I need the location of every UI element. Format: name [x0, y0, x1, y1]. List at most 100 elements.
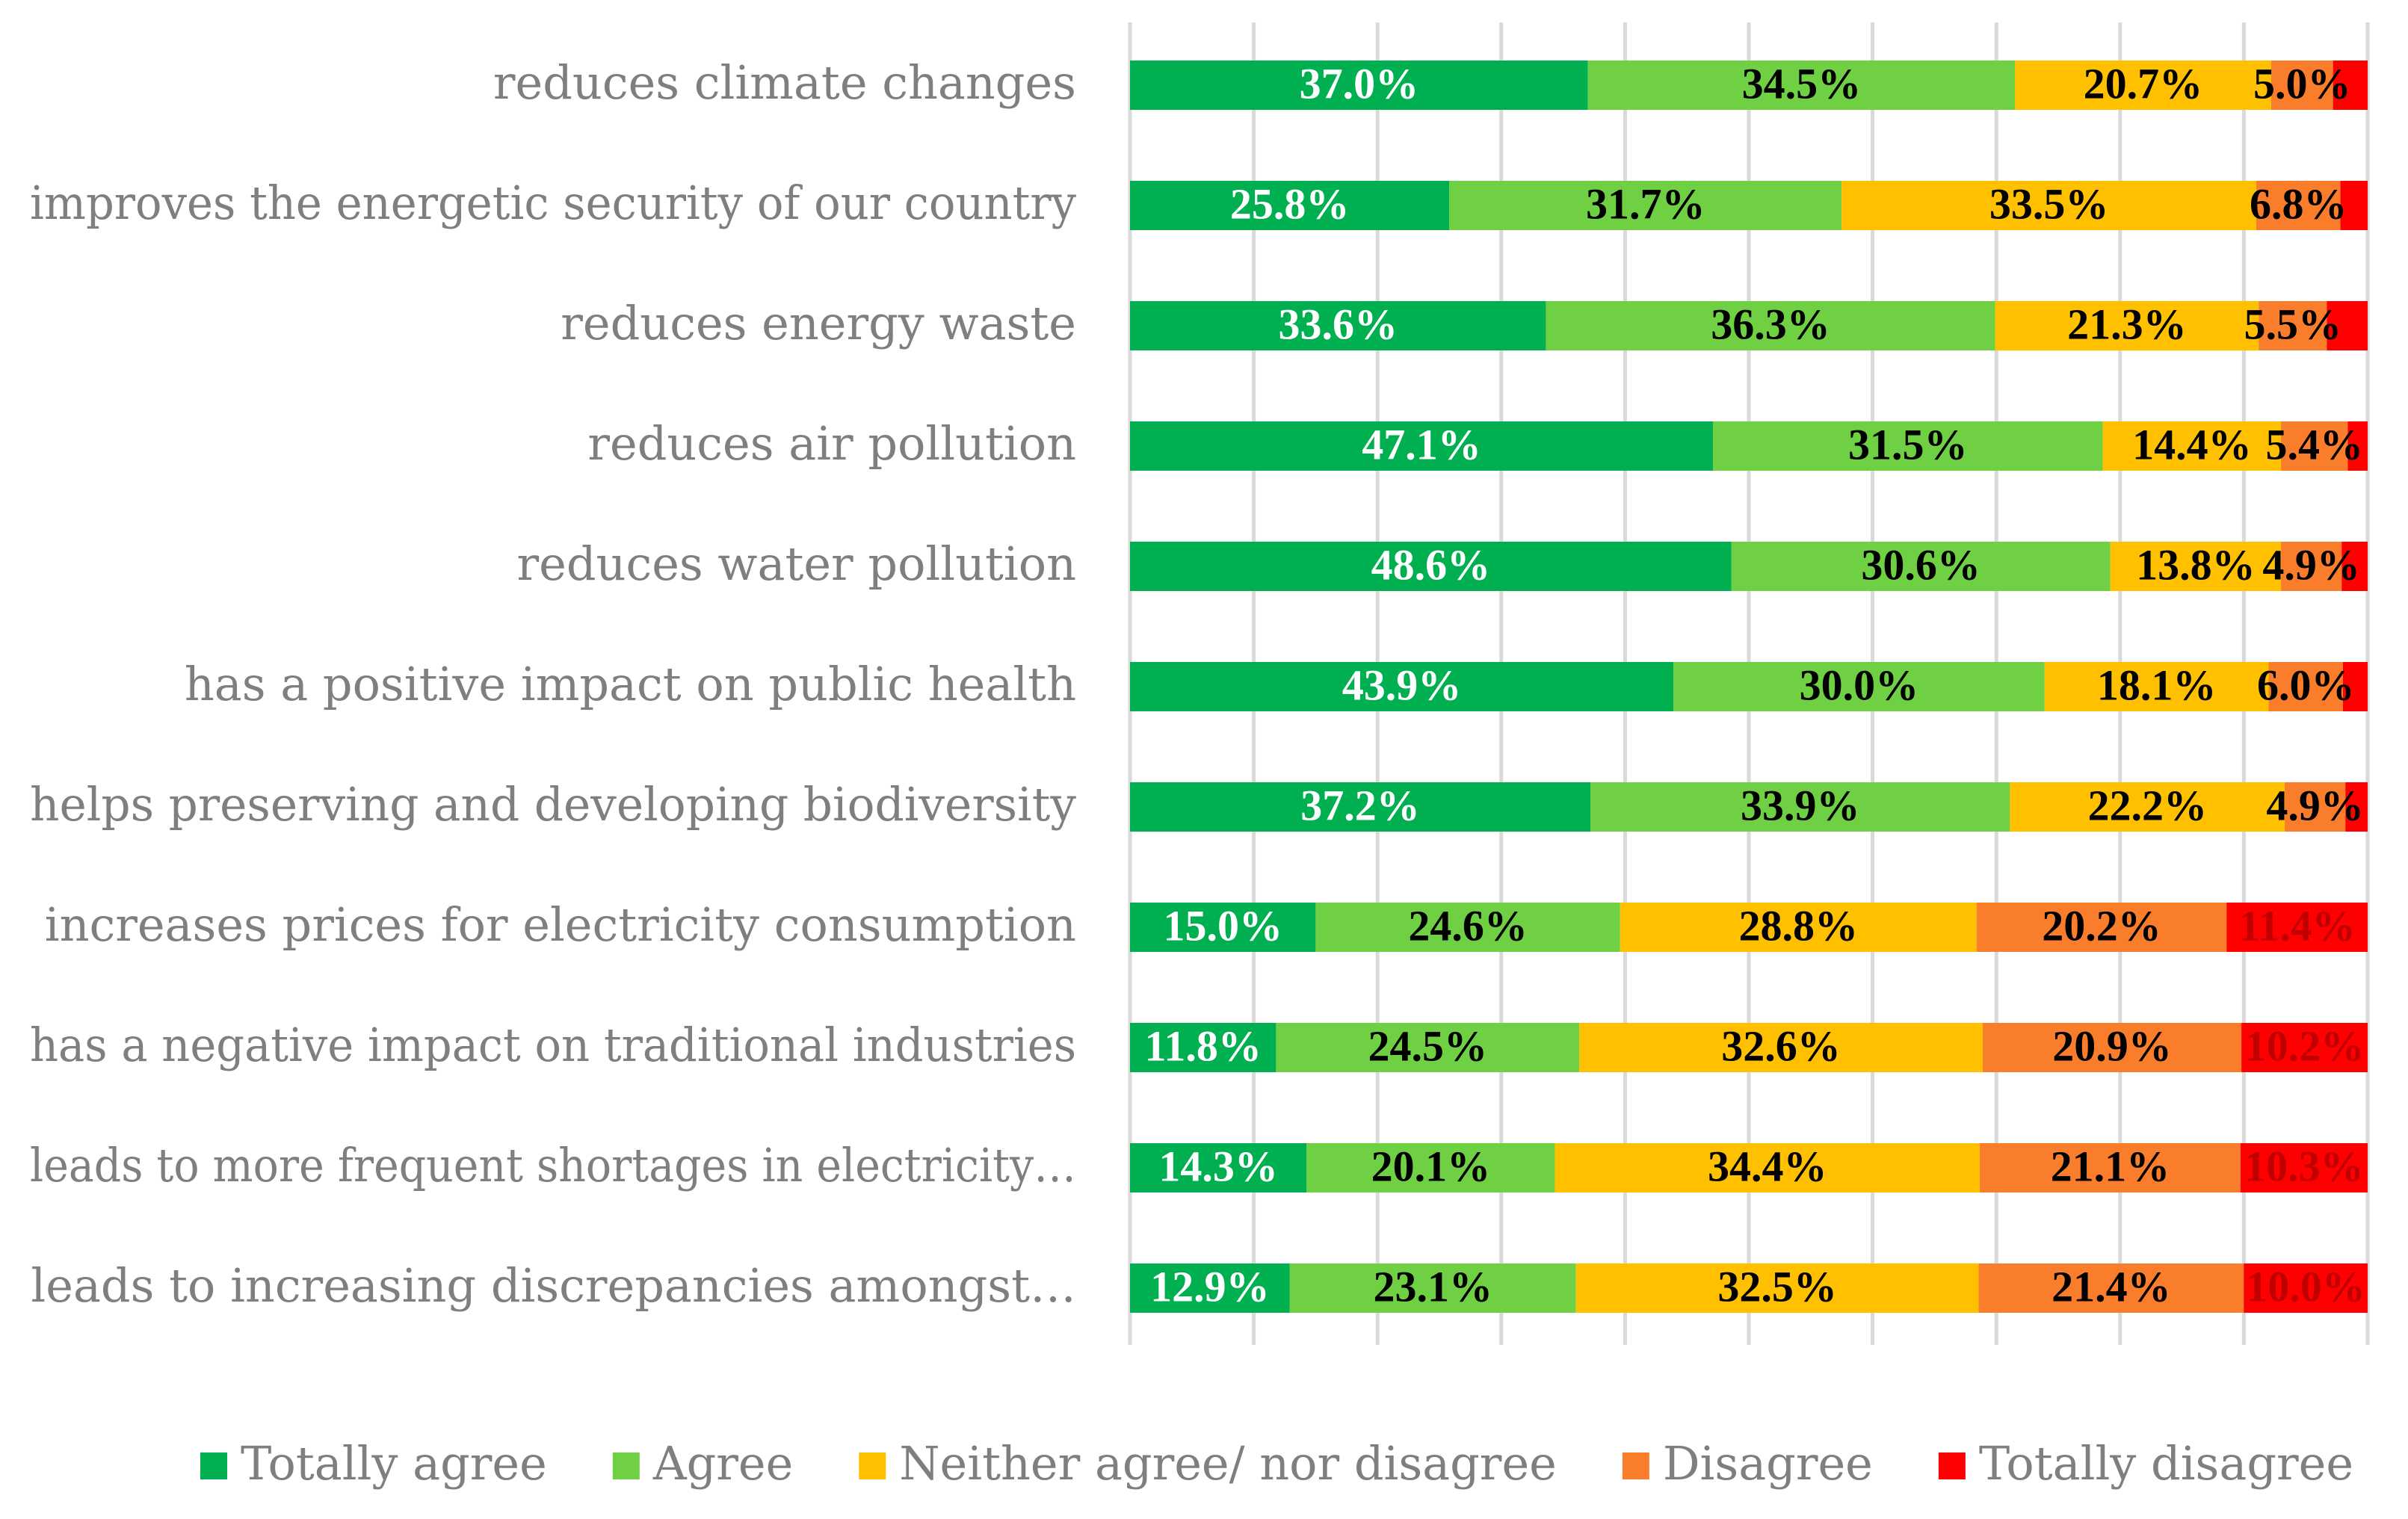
bar-segment: [2044, 662, 2269, 711]
bar-segment: [1306, 1143, 1555, 1192]
category-label: reduces energy waste: [561, 296, 1076, 350]
bar-segment: [1587, 61, 2016, 110]
data-label: 43.9%: [1342, 660, 1462, 709]
category-label: leads to more frequent shortages in elec…: [30, 1138, 1076, 1192]
data-label: 20.9%: [2052, 1021, 2172, 1070]
data-label: 4.9%: [2262, 540, 2360, 589]
bar-segment: [1978, 1263, 2244, 1313]
data-label: 21.4%: [2052, 1262, 2171, 1311]
bar-segment: [2268, 662, 2343, 711]
bar-segment: [1130, 1023, 1276, 1072]
category-label: increases prices for electricity consump…: [45, 897, 1076, 952]
bar-segment: [1980, 1143, 2241, 1192]
bar-segment: [2102, 421, 2282, 471]
data-label: 5.4%: [2266, 420, 2364, 468]
data-label: 23.1%: [1374, 1262, 1493, 1311]
data-label: 47.1%: [1362, 420, 1481, 468]
bar-segment: [2226, 903, 2368, 952]
category-label: improves the energetic security of our c…: [30, 176, 1076, 230]
bar-segment: [1130, 662, 1673, 711]
data-label: 25.8%: [1230, 179, 1350, 228]
bar-segment: [1276, 1023, 1580, 1072]
bar-segment: [1673, 662, 2045, 711]
bar-segment: [1130, 542, 1732, 591]
data-label: 15.0%: [1163, 901, 1282, 950]
data-label: 11.8%: [1145, 1021, 1262, 1070]
bar-segment: [2015, 61, 2271, 110]
bar-segment: [2240, 1143, 2368, 1192]
data-label: 10.0%: [2246, 1262, 2365, 1311]
bar-segment: [1130, 301, 1546, 350]
data-label: 11.4%: [2238, 901, 2355, 950]
bar-segment: [2342, 662, 2368, 711]
data-label: 37.2%: [1300, 781, 1420, 829]
legend-swatch: [612, 1453, 640, 1479]
bar-segment: [1976, 903, 2227, 952]
data-label: 48.6%: [1371, 540, 1491, 589]
data-label: 5.0%: [2253, 59, 2351, 108]
bar-segment: [2333, 61, 2368, 110]
bar-segment: [1555, 1143, 1981, 1192]
bar-segment: [1579, 1023, 1983, 1072]
bar-segment: [1130, 782, 1591, 832]
legend-entry: Totally agree: [241, 1436, 547, 1491]
data-label: 21.3%: [2067, 300, 2187, 348]
data-label: 28.8%: [1738, 901, 1858, 950]
bar-segment: [2341, 542, 2368, 591]
legend: Totally agree Agree Neither agree/ nor dis…: [200, 1436, 2353, 1491]
bar-segment: [1130, 1263, 1290, 1313]
legend-swatch: [859, 1453, 886, 1479]
data-label: 37.0%: [1300, 59, 1419, 108]
bar-segment: [1130, 1143, 1307, 1192]
data-label: 30.0%: [1800, 660, 1919, 709]
data-label: 24.6%: [1408, 901, 1528, 950]
data-label: 20.2%: [2042, 901, 2161, 950]
bar-segment: [1130, 61, 1588, 110]
data-label: 36.3%: [1711, 300, 1830, 348]
data-label: 4.9%: [2266, 781, 2364, 829]
bar-segment: [1995, 301, 2259, 350]
bar-segment: [1731, 542, 2111, 591]
bar-segment: [1575, 1263, 1979, 1313]
data-label: 30.6%: [1861, 540, 1981, 589]
data-label: 20.7%: [2084, 59, 2203, 108]
bar-segment: [1130, 903, 1316, 952]
data-label: 22.2%: [2087, 781, 2207, 829]
category-label: has a positive impact on public health: [185, 657, 1076, 711]
category-label: reduces climate changes: [493, 55, 1076, 110]
category-label: reduces water pollution: [517, 536, 1076, 591]
bar-segment: [1712, 421, 2103, 471]
bar-segment: [1546, 301, 1995, 350]
bar-segment: [1590, 782, 2010, 832]
value-labels-layer: 37.0% 34.5% 20.7% 5.0% 25.8% 31.7% 33.5% 6.8% 33…: [1145, 59, 2365, 1311]
bar-segment: [2256, 181, 2341, 230]
data-label: 31.5%: [1848, 420, 1968, 468]
data-label: 21.1%: [2051, 1142, 2170, 1190]
bar-segment: [1449, 181, 1842, 230]
bar-segment: [2347, 421, 2368, 471]
legend-swatch: [200, 1453, 227, 1479]
bar-segment: [2327, 301, 2368, 350]
category-label: leads to increasing discrepancies amongs…: [31, 1258, 1076, 1313]
bar-segment: [1982, 1023, 2242, 1072]
bar-segment: [2340, 181, 2368, 230]
bar-segment: [1130, 181, 1450, 230]
data-label: 12.9%: [1150, 1262, 1270, 1311]
data-label: 6.8%: [2250, 179, 2347, 228]
legend-entry: Neither agree/ nor disagree: [899, 1436, 1557, 1491]
data-label: 14.4%: [2132, 420, 2252, 468]
category-label: helps preserving and developing biodiver…: [30, 777, 1076, 832]
bar-segment: [1289, 1263, 1576, 1313]
data-label: 32.6%: [1721, 1021, 1841, 1070]
category-labels-layer: reduces climate changes improves the ener…: [30, 55, 1076, 1313]
legend-swatch: [1938, 1453, 1966, 1479]
bar-segment: [1315, 903, 1620, 952]
data-label: 14.3%: [1158, 1142, 1278, 1190]
bar-segment: [2244, 1263, 2368, 1313]
bar-segment: [2285, 782, 2346, 832]
legend-entry: Agree: [652, 1436, 793, 1491]
legend-entry: Totally disagree: [1979, 1436, 2353, 1491]
bar-segment: [1620, 903, 1977, 952]
data-label: 10.2%: [2245, 1021, 2365, 1070]
